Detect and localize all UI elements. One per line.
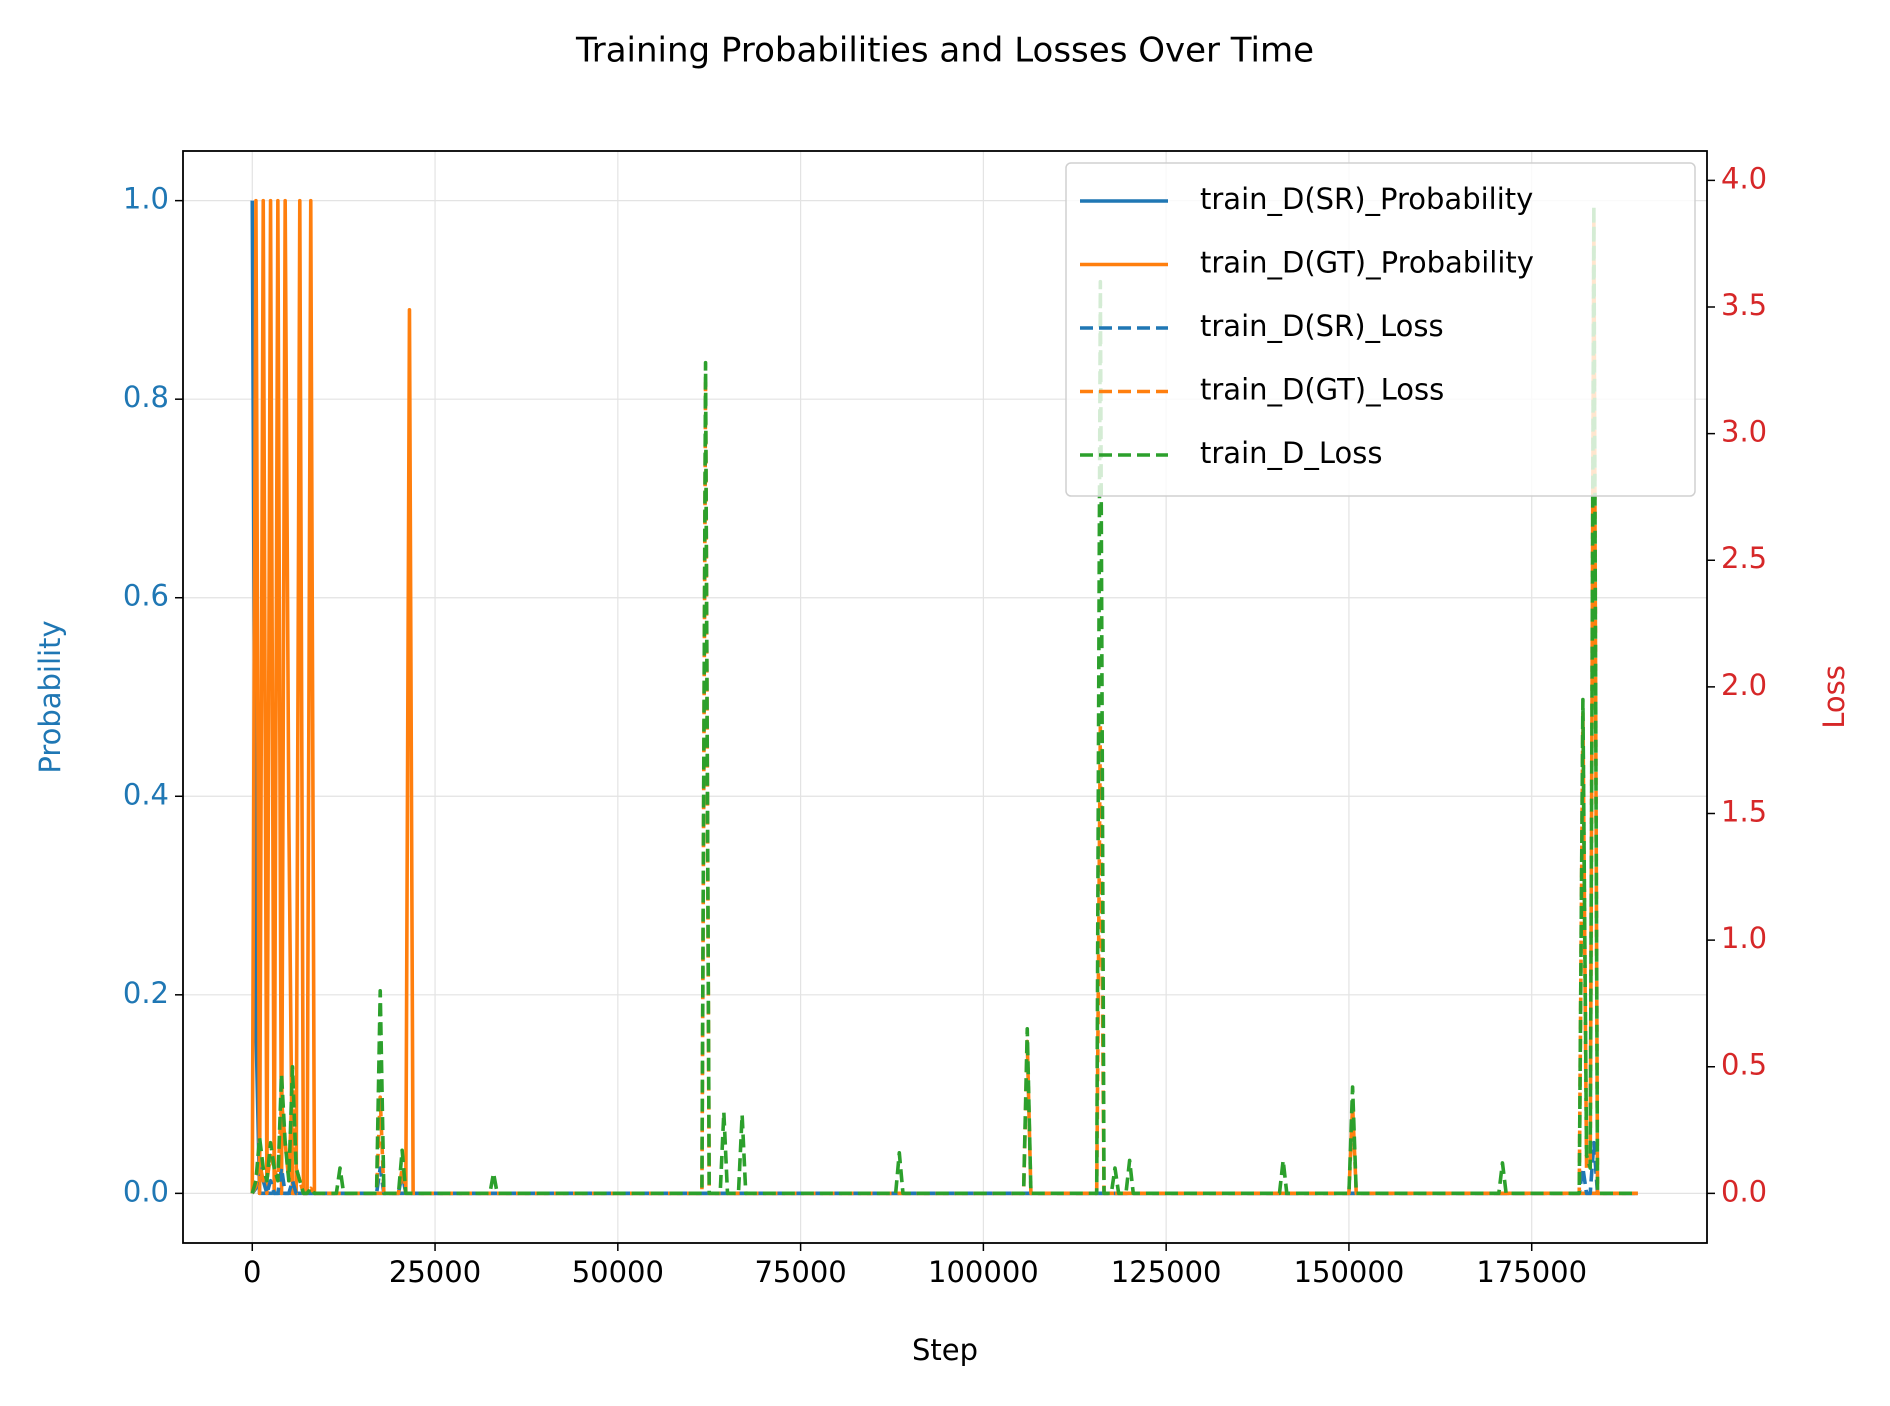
y-axis-label: Probability <box>33 620 67 773</box>
series-line <box>250 216 1638 1196</box>
x-tick-label: 150000 <box>1294 1255 1405 1289</box>
x-tick-label: 25000 <box>389 1255 481 1289</box>
x-tick-label: 75000 <box>754 1255 846 1289</box>
y2-tick-label: 1.0 <box>1721 921 1767 955</box>
y2-tick-label: 2.0 <box>1721 668 1767 702</box>
y2-tick-label: 1.5 <box>1721 794 1767 828</box>
y-tick-label: 0.0 <box>123 1174 169 1208</box>
y-tick-label: 0.4 <box>123 777 169 811</box>
legend-box <box>1065 162 1696 497</box>
legend-label: train_D(GT)_Probability <box>1200 246 1534 280</box>
chart-title: Training Probabilities and Losses Over T… <box>575 31 1314 71</box>
legend-label: train_D_Loss <box>1200 436 1382 470</box>
legend-label: train_D(SR)_Loss <box>1200 309 1444 343</box>
x-axis-label: Step <box>912 1333 978 1367</box>
y2-tick-label: 3.5 <box>1721 288 1767 322</box>
x-tick-label: 0 <box>243 1255 261 1289</box>
legend-label: train_D(SR)_Probability <box>1200 182 1533 216</box>
x-tick-label: 100000 <box>928 1255 1039 1289</box>
y2-tick-label: 2.5 <box>1721 541 1767 575</box>
y-tick-label: 0.6 <box>123 579 169 613</box>
x-tick-label: 50000 <box>572 1255 664 1289</box>
y-tick-label: 0.8 <box>123 380 169 414</box>
y-tick-label: 1.0 <box>123 182 169 216</box>
y-tick-label: 0.2 <box>123 976 169 1010</box>
y2-tick-label: 0.0 <box>1721 1174 1767 1208</box>
y2-tick-label: 0.5 <box>1721 1048 1767 1082</box>
y2-axis-label: Loss <box>1817 665 1851 729</box>
plot-frame <box>182 150 1708 1244</box>
y2-tick-label: 4.0 <box>1721 161 1767 195</box>
x-tick-label: 125000 <box>1111 1255 1222 1289</box>
legend-label: train_D(GT)_Loss <box>1200 373 1444 407</box>
y2-tick-label: 3.0 <box>1721 415 1767 449</box>
x-tick-label: 175000 <box>1476 1255 1587 1289</box>
